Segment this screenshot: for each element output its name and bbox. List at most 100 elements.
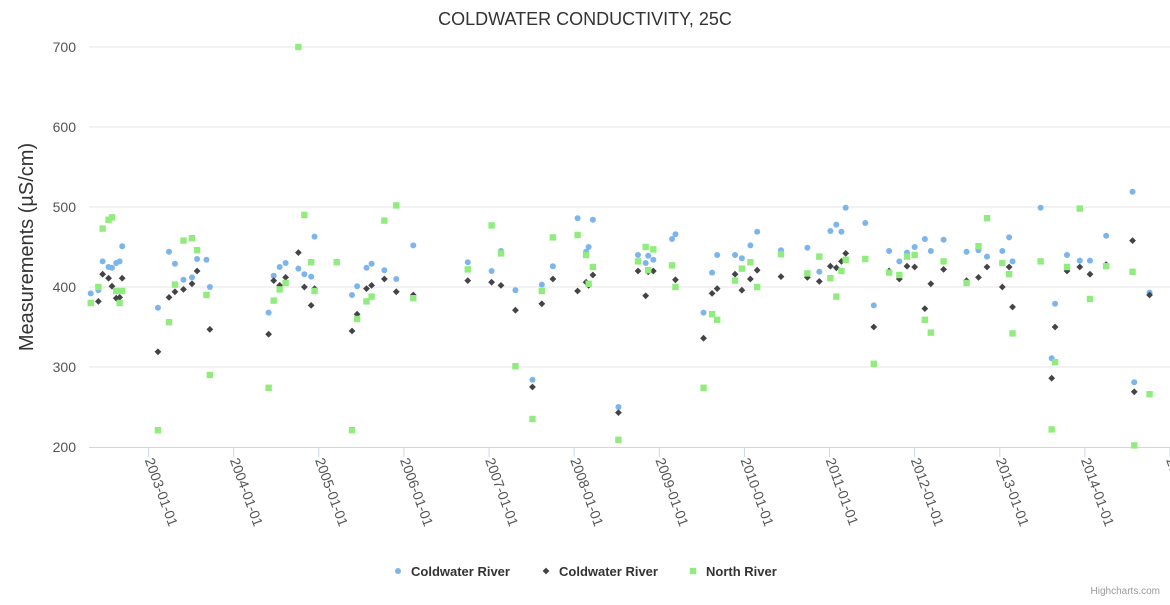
data-point-circle[interactable] xyxy=(886,248,893,254)
data-point-diamond[interactable] xyxy=(911,263,919,271)
data-point-square[interactable] xyxy=(307,259,315,266)
data-point-diamond[interactable] xyxy=(731,270,739,278)
data-point-circle[interactable] xyxy=(308,273,315,280)
data-point-diamond[interactable] xyxy=(171,288,179,296)
data-point-square[interactable] xyxy=(615,436,622,443)
data-point-square[interactable] xyxy=(940,258,947,265)
data-point-circle[interactable] xyxy=(354,283,361,290)
data-point-square[interactable] xyxy=(1146,391,1153,398)
data-point-diamond[interactable] xyxy=(1009,303,1016,311)
data-point-square[interactable] xyxy=(731,277,739,284)
data-point-square[interactable] xyxy=(911,251,918,259)
data-point-circle[interactable] xyxy=(282,260,289,266)
data-point-square[interactable] xyxy=(1129,268,1136,275)
data-point-square[interactable] xyxy=(738,265,746,272)
data-point-square[interactable] xyxy=(574,231,581,239)
data-point-circle[interactable] xyxy=(203,256,210,263)
data-point-circle[interactable] xyxy=(119,243,126,250)
data-point-square[interactable] xyxy=(549,234,557,241)
data-point-circle[interactable] xyxy=(529,376,536,383)
data-point-diamond[interactable] xyxy=(307,302,315,309)
data-point-square[interactable] xyxy=(203,291,210,299)
data-point-square[interactable] xyxy=(87,299,94,307)
data-point-circle[interactable] xyxy=(732,252,739,258)
data-point-square[interactable] xyxy=(180,237,187,244)
data-point-circle[interactable] xyxy=(870,302,877,309)
data-point-diamond[interactable] xyxy=(1146,291,1153,299)
data-point-circle[interactable] xyxy=(311,233,318,240)
data-point-square[interactable] xyxy=(118,287,126,295)
data-point-square[interactable] xyxy=(921,316,929,323)
data-point-square[interactable] xyxy=(188,235,196,242)
data-point-square[interactable] xyxy=(862,255,869,263)
data-point-square[interactable] xyxy=(497,250,505,257)
data-point-circle[interactable] xyxy=(672,231,679,238)
data-point-square[interactable] xyxy=(753,283,761,291)
data-point-diamond[interactable] xyxy=(903,262,911,270)
data-point-square[interactable] xyxy=(672,283,679,291)
data-point-circle[interactable] xyxy=(833,221,840,228)
data-point-square[interactable] xyxy=(589,263,597,271)
data-point-circle[interactable] xyxy=(827,228,834,234)
data-point-square[interactable] xyxy=(488,222,495,229)
data-point-circle[interactable] xyxy=(816,268,823,275)
data-point-circle[interactable] xyxy=(512,287,519,294)
data-point-circle[interactable] xyxy=(549,263,556,270)
data-point-circle[interactable] xyxy=(166,248,173,255)
data-point-circle[interactable] xyxy=(1129,188,1136,195)
data-point-circle[interactable] xyxy=(194,256,201,262)
data-point-square[interactable] xyxy=(363,298,370,305)
data-point-circle[interactable] xyxy=(642,260,649,266)
data-point-circle[interactable] xyxy=(410,242,417,249)
data-point-square[interactable] xyxy=(1051,359,1059,366)
data-point-square[interactable] xyxy=(645,267,652,274)
data-point-circle[interactable] xyxy=(349,292,356,298)
data-point-diamond[interactable] xyxy=(116,294,124,301)
data-point-diamond[interactable] xyxy=(713,285,721,292)
data-point-diamond[interactable] xyxy=(998,283,1006,291)
data-point-square[interactable] xyxy=(747,259,754,266)
data-point-circle[interactable] xyxy=(589,216,596,223)
data-point-diamond[interactable] xyxy=(870,323,878,331)
data-point-diamond[interactable] xyxy=(154,348,162,356)
data-point-circle[interactable] xyxy=(538,281,545,288)
data-point-circle[interactable] xyxy=(700,309,707,316)
data-point-square[interactable] xyxy=(634,258,642,265)
data-point-diamond[interactable] xyxy=(1048,374,1056,382)
legend-item[interactable]: Coldwater River xyxy=(542,564,658,579)
data-point-square[interactable] xyxy=(842,256,849,263)
data-point-diamond[interactable] xyxy=(464,277,472,284)
data-point-diamond[interactable] xyxy=(270,277,278,284)
data-point-diamond[interactable] xyxy=(642,292,650,300)
data-point-square[interactable] xyxy=(1037,258,1044,265)
data-point-diamond[interactable] xyxy=(392,288,400,296)
data-point-square[interactable] xyxy=(1086,295,1094,303)
data-point-square[interactable] xyxy=(538,287,546,295)
data-point-square[interactable] xyxy=(642,243,649,251)
data-point-square[interactable] xyxy=(885,269,893,276)
data-point-square[interactable] xyxy=(838,267,845,275)
data-point-square[interactable] xyxy=(529,415,536,423)
data-point-circle[interactable] xyxy=(488,268,495,274)
data-point-circle[interactable] xyxy=(635,252,642,258)
data-point-square[interactable] xyxy=(333,259,340,266)
data-point-circle[interactable] xyxy=(983,253,990,260)
data-point-circle[interactable] xyxy=(108,264,115,271)
data-point-square[interactable] xyxy=(276,286,283,293)
data-point-square[interactable] xyxy=(700,384,707,391)
data-point-diamond[interactable] xyxy=(672,276,679,284)
data-point-square[interactable] xyxy=(870,360,877,367)
data-point-circle[interactable] xyxy=(574,215,581,222)
data-point-diamond[interactable] xyxy=(282,274,290,281)
data-point-circle[interactable] xyxy=(1103,232,1110,239)
data-point-square[interactable] xyxy=(1131,442,1138,449)
data-point-circle[interactable] xyxy=(927,248,934,254)
data-point-diamond[interactable] xyxy=(180,286,187,293)
legend-item[interactable]: North River xyxy=(689,564,777,579)
data-point-square[interactable] xyxy=(99,225,106,232)
data-point-diamond[interactable] xyxy=(634,267,642,275)
data-point-circle[interactable] xyxy=(1052,300,1059,307)
data-point-square[interactable] xyxy=(833,293,840,300)
data-point-square[interactable] xyxy=(804,270,811,277)
data-point-circle[interactable] xyxy=(265,309,272,316)
